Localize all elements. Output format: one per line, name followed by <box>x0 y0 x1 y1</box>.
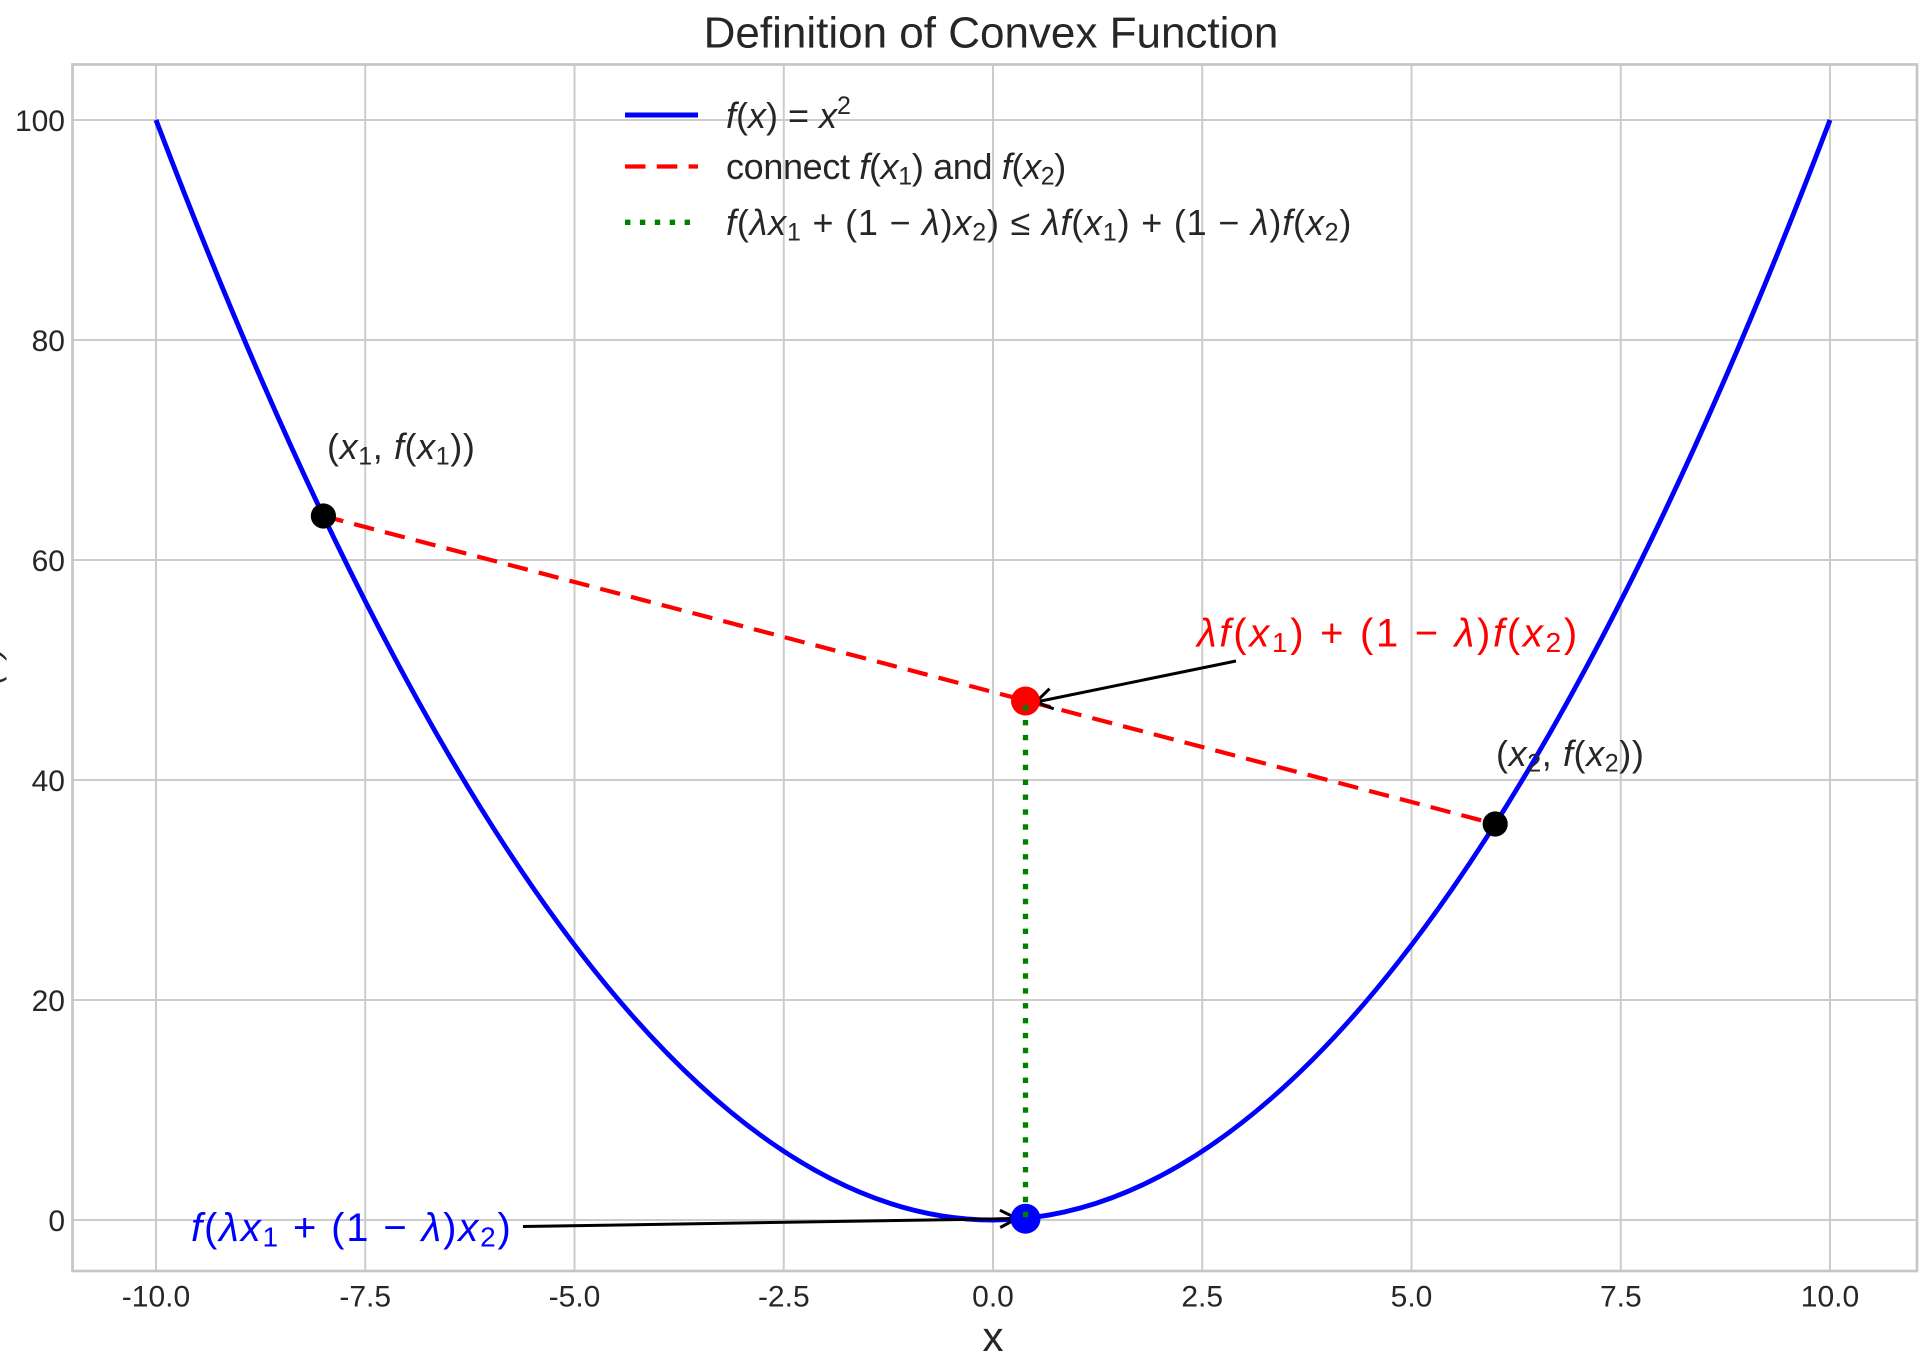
svg-text:-5.0: -5.0 <box>549 1281 601 1314</box>
svg-text:10.0: 10.0 <box>1801 1281 1859 1314</box>
svg-text:(x1​, f(x1​)): (x1​, f(x1​)) <box>327 426 475 471</box>
svg-text:λf(x1​) + (1 − λ)f(x2​): λf(x1​) + (1 − λ)f(x2​) <box>1195 612 1580 659</box>
svg-text:-7.5: -7.5 <box>339 1281 391 1314</box>
svg-text:f(x): f(x) <box>0 647 7 693</box>
svg-text:80: 80 <box>32 325 65 358</box>
svg-text:0: 0 <box>48 1205 65 1238</box>
svg-text:20: 20 <box>32 985 65 1018</box>
svg-text:connect f(x1​) and f(x2​): connect f(x1​) and f(x2​) <box>726 146 1066 191</box>
svg-text:f(λx1​ + (1 − λ)x2​) ≤ λf(x1​): f(λx1​ + (1 − λ)x2​) ≤ λf(x1​) + (1 − λ)… <box>726 202 1352 247</box>
svg-text:100: 100 <box>15 105 65 138</box>
svg-text:Definition of Convex Function: Definition of Convex Function <box>704 9 1279 58</box>
svg-text:60: 60 <box>32 545 65 578</box>
svg-text:-2.5: -2.5 <box>758 1281 810 1314</box>
svg-text:5.0: 5.0 <box>1391 1281 1433 1314</box>
svg-text:(x2​, f(x2​)): (x2​, f(x2​)) <box>1496 733 1644 778</box>
svg-text:40: 40 <box>32 765 65 798</box>
svg-text:x: x <box>983 1313 1004 1360</box>
svg-text:0.0: 0.0 <box>972 1281 1014 1314</box>
svg-text:2.5: 2.5 <box>1181 1281 1223 1314</box>
svg-text:f(x) = x2​: f(x) = x2​ <box>726 92 851 136</box>
svg-text:7.5: 7.5 <box>1600 1281 1642 1314</box>
svg-text:f(λx1​ + (1 − λ)x2​): f(λx1​ + (1 − λ)x2​) <box>191 1206 513 1253</box>
svg-text:-10.0: -10.0 <box>122 1281 190 1314</box>
